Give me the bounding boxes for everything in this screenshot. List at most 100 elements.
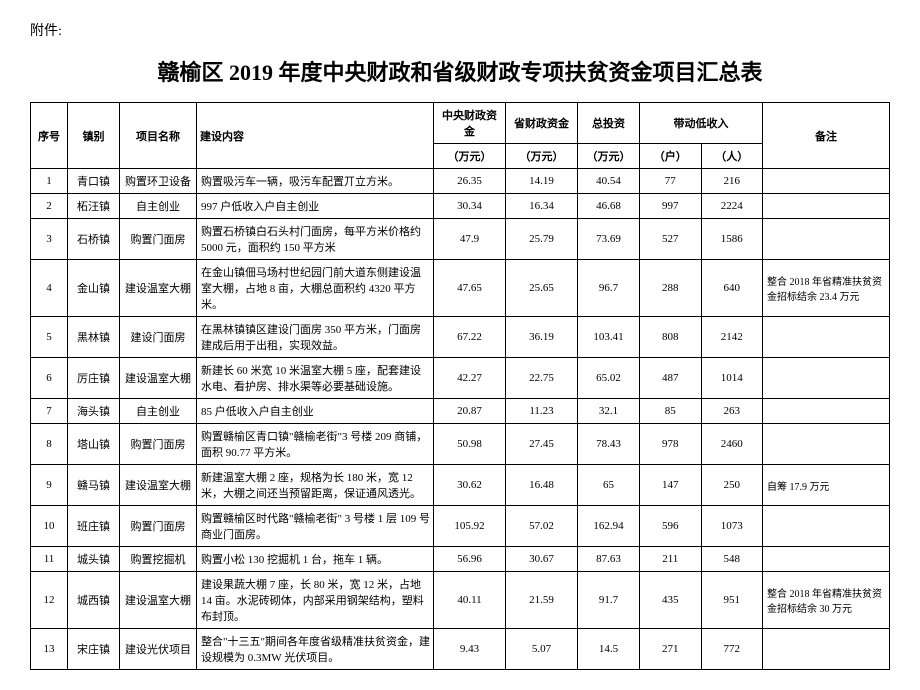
- cell-town: 赣马镇: [68, 465, 120, 506]
- cell-ren: 263: [701, 399, 763, 424]
- cell-note: 整合 2018 年省精准扶贫资金招标结余 23.4 万元: [763, 260, 890, 317]
- cell-note: [763, 399, 890, 424]
- cell-ren: 640: [701, 260, 763, 317]
- cell-content: 在黑林镇镇区建设门面房 350 平方米，门面房建成后用于出租，实现效益。: [197, 317, 434, 358]
- cell-ren: 2224: [701, 194, 763, 219]
- cell-ren: 1014: [701, 358, 763, 399]
- cell-seq: 1: [31, 169, 68, 194]
- cell-note: [763, 169, 890, 194]
- cell-total: 103.41: [578, 317, 640, 358]
- cell-central: 26.35: [434, 169, 506, 194]
- cell-project: 建设温室大棚: [120, 572, 197, 629]
- table-row: 7海头镇自主创业85 户低收入户自主创业20.8711.2332.185263: [31, 399, 890, 424]
- cell-ren: 548: [701, 547, 763, 572]
- cell-total: 96.7: [578, 260, 640, 317]
- header-seq: 序号: [31, 103, 68, 169]
- cell-hu: 147: [640, 465, 702, 506]
- cell-note: [763, 547, 890, 572]
- table-row: 8塔山镇购置门面房购置赣榆区青口镇"赣榆老街"3 号楼 209 商铺，面积 90…: [31, 424, 890, 465]
- cell-project: 购置挖掘机: [120, 547, 197, 572]
- cell-provincial: 36.19: [506, 317, 578, 358]
- cell-central: 50.98: [434, 424, 506, 465]
- cell-hu: 77: [640, 169, 702, 194]
- cell-content: 新建长 60 米宽 10 米温室大棚 5 座，配套建设水电、看护房、排水渠等必要…: [197, 358, 434, 399]
- cell-hu: 211: [640, 547, 702, 572]
- cell-total: 65: [578, 465, 640, 506]
- cell-project: 购置门面房: [120, 219, 197, 260]
- cell-ren: 216: [701, 169, 763, 194]
- cell-hu: 997: [640, 194, 702, 219]
- cell-seq: 8: [31, 424, 68, 465]
- cell-seq: 12: [31, 572, 68, 629]
- cell-note: [763, 629, 890, 670]
- cell-seq: 6: [31, 358, 68, 399]
- cell-total: 91.7: [578, 572, 640, 629]
- table-row: 4金山镇建设温室大棚在金山镇佃马场村世纪园门前大道东侧建设温室大棚，占地 8 亩…: [31, 260, 890, 317]
- cell-total: 78.43: [578, 424, 640, 465]
- cell-provincial: 30.67: [506, 547, 578, 572]
- cell-content: 购置石桥镇白石头村门面房，每平方米价格约 5000 元，面积约 150 平方米: [197, 219, 434, 260]
- cell-central: 56.96: [434, 547, 506, 572]
- header-central-fund: 中央财政资金: [434, 103, 506, 144]
- cell-town: 金山镇: [68, 260, 120, 317]
- cell-provincial: 16.48: [506, 465, 578, 506]
- cell-provincial: 14.19: [506, 169, 578, 194]
- cell-project: 建设温室大棚: [120, 465, 197, 506]
- cell-central: 47.65: [434, 260, 506, 317]
- cell-provincial: 21.59: [506, 572, 578, 629]
- header-provincial-fund: 省财政资金: [506, 103, 578, 144]
- header-note: 备注: [763, 103, 890, 169]
- cell-total: 162.94: [578, 506, 640, 547]
- cell-town: 石桥镇: [68, 219, 120, 260]
- cell-hu: 271: [640, 629, 702, 670]
- table-row: 6厉庄镇建设温室大棚新建长 60 米宽 10 米温室大棚 5 座，配套建设水电、…: [31, 358, 890, 399]
- header-content: 建设内容: [197, 103, 434, 169]
- cell-content: 购置吸污车一辆，吸污车配置丌立方米。: [197, 169, 434, 194]
- cell-total: 87.63: [578, 547, 640, 572]
- cell-town: 城头镇: [68, 547, 120, 572]
- cell-seq: 3: [31, 219, 68, 260]
- table-row: 11城头镇购置挖掘机购置小松 130 挖掘机 1 台，拖车 1 辆。56.963…: [31, 547, 890, 572]
- cell-total: 14.5: [578, 629, 640, 670]
- cell-project: 购置门面房: [120, 506, 197, 547]
- header-driven: 带动低收入: [640, 103, 763, 144]
- cell-ren: 1073: [701, 506, 763, 547]
- cell-hu: 487: [640, 358, 702, 399]
- cell-seq: 4: [31, 260, 68, 317]
- cell-hu: 85: [640, 399, 702, 424]
- table-row: 1青口镇购置环卫设备购置吸污车一辆，吸污车配置丌立方米。26.3514.1940…: [31, 169, 890, 194]
- cell-provincial: 11.23: [506, 399, 578, 424]
- cell-ren: 772: [701, 629, 763, 670]
- cell-central: 9.43: [434, 629, 506, 670]
- cell-town: 厉庄镇: [68, 358, 120, 399]
- attachment-label: 附件:: [30, 20, 890, 40]
- page-title: 赣榆区 2019 年度中央财政和省级财政专项扶贫资金项目汇总表: [30, 55, 890, 87]
- cell-note: [763, 358, 890, 399]
- cell-provincial: 25.79: [506, 219, 578, 260]
- cell-content: 在金山镇佃马场村世纪园门前大道东侧建设温室大棚，占地 8 亩，大棚总面积约 43…: [197, 260, 434, 317]
- cell-content: 新建温室大棚 2 座，规格为长 180 米，宽 12 米，大棚之间还当预留距离，…: [197, 465, 434, 506]
- cell-ren: 2460: [701, 424, 763, 465]
- cell-project: 自主创业: [120, 194, 197, 219]
- header-project: 项目名称: [120, 103, 197, 169]
- cell-total: 65.02: [578, 358, 640, 399]
- cell-note: [763, 317, 890, 358]
- table-row: 2柘汪镇自主创业997 户低收入户自主创业30.3416.3446.689972…: [31, 194, 890, 219]
- cell-total: 73.69: [578, 219, 640, 260]
- cell-provincial: 5.07: [506, 629, 578, 670]
- table-row: 10班庄镇购置门面房购置赣榆区时代路"赣榆老街" 3 号楼 1 层 109 号商…: [31, 506, 890, 547]
- header-total-invest: 总投资: [578, 103, 640, 144]
- cell-seq: 7: [31, 399, 68, 424]
- cell-central: 20.87: [434, 399, 506, 424]
- cell-town: 塔山镇: [68, 424, 120, 465]
- cell-provincial: 57.02: [506, 506, 578, 547]
- cell-total: 46.68: [578, 194, 640, 219]
- cell-central: 30.62: [434, 465, 506, 506]
- header-unit-hu: （户）: [640, 144, 702, 169]
- cell-central: 105.92: [434, 506, 506, 547]
- cell-ren: 951: [701, 572, 763, 629]
- cell-hu: 808: [640, 317, 702, 358]
- cell-hu: 288: [640, 260, 702, 317]
- cell-note: [763, 424, 890, 465]
- cell-hu: 596: [640, 506, 702, 547]
